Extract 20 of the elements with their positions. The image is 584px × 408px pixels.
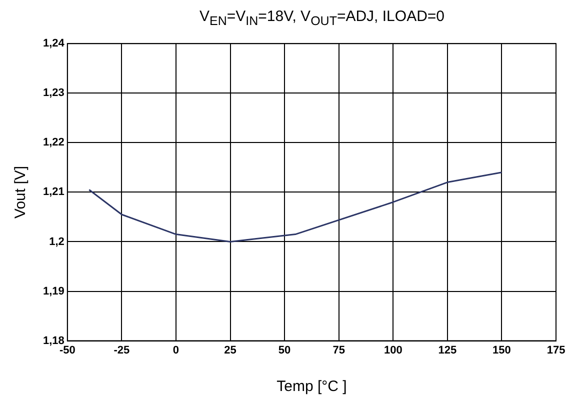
x-axis-title: Temp [°C ]	[276, 378, 347, 396]
x-tick-label: 175	[546, 344, 566, 356]
chart-title: V$_{EN}$=V$_{IN}$=18V, V$_{OUT}$=ADJ, ILOAD=0	[198, 8, 446, 30]
y-tick-label: 1,21	[42, 186, 64, 198]
x-tick-label: -50	[59, 344, 76, 356]
x-tick-label: 0	[172, 344, 180, 356]
x-tick-label: 100	[384, 344, 402, 356]
y-tick-label: 1,23	[42, 87, 64, 100]
y-tick-label: 1,24	[42, 38, 66, 50]
y-axis-title: Vout [V]	[12, 166, 30, 218]
x-tick-label: -25	[114, 344, 130, 356]
x-tick-label: 75	[332, 344, 345, 356]
y-tick-label: 1,2	[49, 236, 64, 248]
y-tick-label: 1,22	[42, 136, 64, 149]
x-tick-label: 50	[278, 344, 291, 356]
y-tick-label: 1,18	[42, 334, 64, 347]
x-tick-label: 125	[438, 344, 457, 356]
x-tick-label: 25	[224, 344, 236, 356]
x-tick-label: 150	[492, 344, 511, 356]
y-tick-label: 1,19	[42, 285, 64, 298]
